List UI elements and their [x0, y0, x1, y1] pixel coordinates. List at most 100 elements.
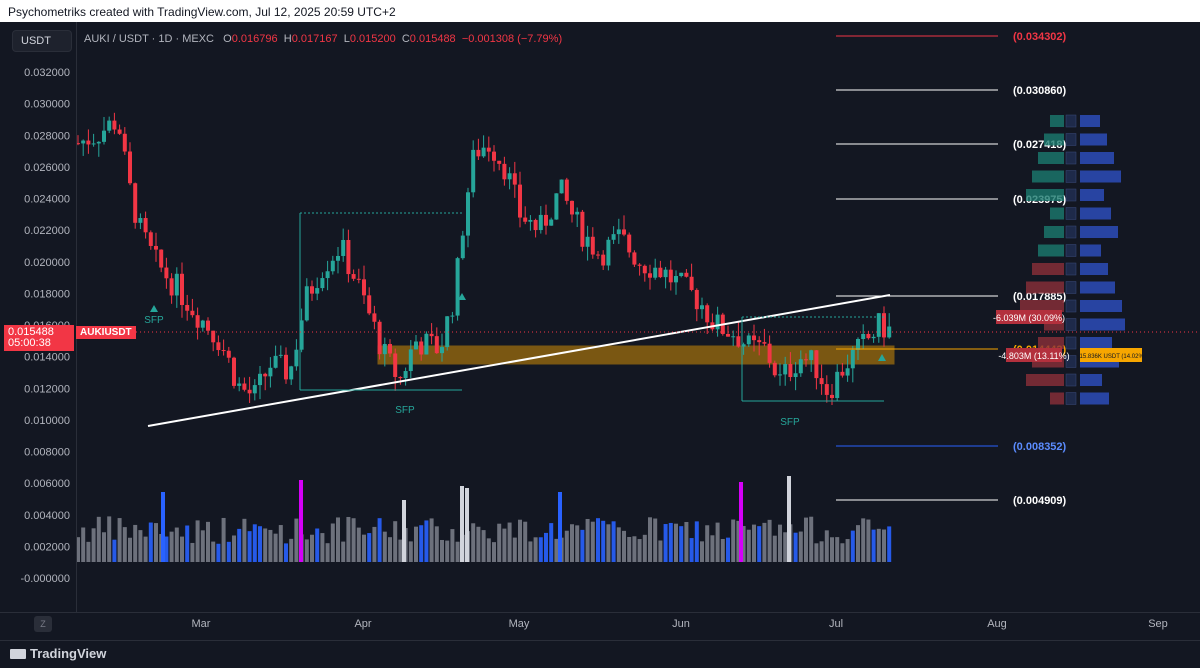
volume-bar [206, 521, 210, 562]
volume-bar [492, 542, 496, 562]
candle-body [206, 320, 210, 331]
candle-body [871, 336, 876, 339]
candle-body [840, 371, 845, 376]
volume-bar [684, 521, 689, 562]
heat-right-cell [1080, 281, 1115, 294]
heat-mid-cell [1065, 336, 1077, 350]
y-tick-label: 0.022000 [24, 225, 70, 237]
candle-body [429, 333, 434, 337]
candle-body [388, 344, 392, 354]
volume-bar [835, 537, 840, 562]
y-tick-label: 0.018000 [24, 288, 70, 300]
candle-body [180, 273, 184, 305]
volume-bar [627, 536, 632, 562]
chart-caption-bar: Psychometriks created with TradingView.c… [0, 0, 1200, 22]
candle-body [611, 234, 616, 240]
heat-mid-cell [1065, 373, 1077, 387]
volume-bar [107, 516, 112, 562]
volume-bar [76, 537, 80, 562]
candle-body [705, 305, 710, 323]
volume-bar [122, 527, 127, 562]
heat-mid-cell [1065, 281, 1077, 294]
candle-body [637, 264, 642, 266]
candle-body [518, 184, 522, 218]
zoom-reset-button[interactable]: Z [34, 616, 52, 632]
candle-body [570, 200, 574, 215]
candle-body [668, 269, 673, 283]
volume-spike [787, 476, 791, 562]
volume-bar [866, 519, 871, 562]
quote-currency-button[interactable]: USDT [12, 30, 72, 52]
volume-bar [616, 527, 621, 562]
candle-body [445, 316, 450, 348]
candle-body [736, 336, 741, 347]
candle-body [564, 179, 569, 201]
volume-bar [783, 532, 788, 562]
heat-right-cell [1080, 300, 1122, 312]
candle-body [440, 347, 444, 354]
low-label: L [343, 33, 350, 45]
chart-caption: Psychometriks created with TradingView.c… [8, 5, 396, 19]
candle-body [731, 336, 736, 338]
heat-right-cell [1080, 115, 1100, 127]
heat-right-cell [1080, 263, 1108, 275]
y-tick-label: 0.004000 [24, 510, 70, 522]
volume-bar [91, 528, 96, 562]
candle-body [320, 278, 325, 289]
candle-body [460, 235, 465, 259]
brand-name: TradingView [30, 646, 107, 661]
volume-bar [445, 540, 450, 562]
volume-bar [590, 521, 595, 562]
volume-bar [804, 517, 808, 562]
volume-bar [164, 536, 169, 562]
volume-bar [814, 543, 819, 562]
candle-body [793, 373, 798, 378]
candle-body [221, 350, 226, 352]
candle-body [372, 313, 377, 322]
volume-bar [850, 530, 855, 562]
y-tick-label: 0.014000 [24, 352, 70, 364]
volume-bar [481, 530, 486, 562]
heat-left-cell [1038, 337, 1064, 349]
candle-body [653, 267, 658, 278]
volume-bar [611, 521, 616, 562]
candle-body [237, 383, 242, 386]
heat-right-cell [1080, 189, 1104, 201]
volume-bar [419, 525, 424, 562]
volume-bar [424, 520, 429, 562]
heat-mid-cell [1065, 151, 1077, 165]
candle-body [549, 219, 554, 226]
candle-body [330, 260, 335, 272]
volume-bar [882, 529, 886, 562]
volume-bar [471, 523, 476, 562]
volume-bar [601, 520, 606, 562]
volume-bar [793, 532, 798, 562]
candle-body [294, 349, 299, 367]
volume-bar [398, 539, 403, 562]
candle-body [96, 141, 101, 144]
volume-bar [819, 541, 824, 562]
candle-body [434, 336, 439, 354]
volume-bar [351, 518, 356, 562]
heat-mid-cell [1065, 225, 1077, 239]
volume-bar [289, 538, 294, 562]
volume-bar [393, 521, 398, 562]
volume-bar [440, 539, 444, 562]
x-tick-label: Mar [192, 618, 211, 630]
candle-body [351, 274, 356, 279]
heat-right-cell [1080, 318, 1125, 331]
high-label: H [283, 33, 292, 45]
level-label-l2: (0.030860) [1013, 85, 1067, 97]
last-price-tag: 0.015488 05:00:38 [4, 325, 74, 351]
x-tick-label: Jul [829, 618, 843, 630]
candle-body [798, 359, 803, 374]
heat-mid-cell [1065, 244, 1077, 257]
candle-body [278, 354, 283, 356]
volume-bar [372, 526, 377, 562]
volume-bar [720, 538, 725, 562]
volume-bar [429, 518, 434, 562]
close-value: 0.015488 [409, 33, 456, 45]
candle-body [622, 229, 626, 235]
footer-bar [0, 640, 1200, 668]
